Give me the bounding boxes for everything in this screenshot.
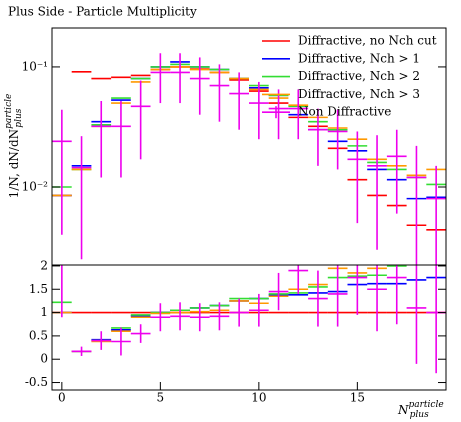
axes: 10⁻² 10⁻¹ -0.5 0 0.5 1 1.5 2 0 5 10 15	[22, 59, 446, 405]
y-label-sub: plus	[14, 108, 24, 127]
y-label-sup: particle	[4, 94, 14, 129]
y-tick-label: 0	[40, 352, 48, 366]
main-plot	[52, 53, 446, 265]
legend-label: Diffractive, Nch > 3	[298, 87, 420, 101]
legend-label: Diffractive, Nch > 1	[298, 51, 420, 65]
y-tick-label: 1	[40, 305, 48, 319]
x-axis-label: Nparticle plus	[397, 400, 444, 420]
y-tick-label: 0.5	[29, 328, 48, 342]
x-label-text: N	[397, 403, 409, 417]
y-axis-label: 1/N, dN/dNparticleplus	[4, 94, 24, 199]
y-tick-label: 1.5	[29, 282, 48, 296]
y-tick-label: 2	[40, 258, 48, 272]
x-label-sub: plus	[410, 410, 429, 420]
x-tick-label: 0	[58, 391, 66, 405]
legend-label: Diffractive, no Nch cut	[298, 34, 437, 48]
x-tick-label: 15	[350, 391, 365, 405]
ratio-frame	[51, 264, 447, 391]
legend: Diffractive, no Nch cut Diffractive, Nch …	[262, 34, 437, 119]
ratio-plot	[52, 265, 446, 374]
chart-title: Plus Side - Particle Multiplicity	[8, 5, 197, 19]
legend-label: Non Diffractive	[298, 105, 391, 119]
y-tick-label: 10⁻²	[22, 179, 49, 193]
y-label-text: 1/N, dN/dN	[7, 129, 21, 198]
legend-label: Diffractive, Nch > 2	[298, 69, 420, 83]
y-tick-label: 10⁻¹	[22, 59, 48, 73]
y-tick-label: -0.5	[25, 375, 48, 389]
x-label-sup: particle	[409, 400, 444, 410]
x-tick-label: 5	[157, 391, 165, 405]
x-tick-label: 10	[251, 391, 266, 405]
